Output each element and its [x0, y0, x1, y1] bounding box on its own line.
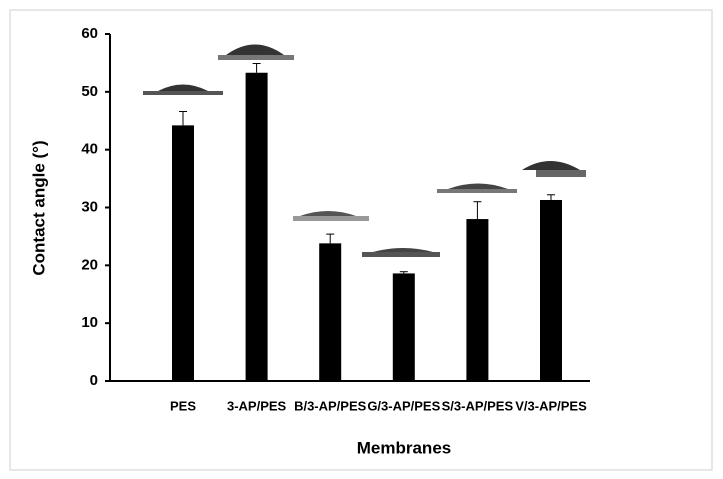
y-tick-label: 60	[81, 25, 98, 42]
y-tick-label: 40	[81, 141, 98, 158]
x-axis-title: Membranes	[357, 438, 451, 457]
bar	[393, 273, 415, 381]
x-tick-label: B/3-AP/PES	[294, 398, 367, 413]
bar	[319, 243, 341, 381]
y-tick-label: 30	[81, 198, 98, 215]
chart: Contact angle (°) Membranes 0 10 20 30 40 50 6…	[0, 0, 723, 479]
droplet	[143, 85, 223, 96]
y-tick-label: 0	[90, 372, 98, 389]
bar	[246, 73, 268, 381]
y-axis-title: Contact angle (°)	[29, 140, 48, 275]
x-tick-label: G/3-AP/PES	[367, 398, 440, 413]
droplets	[143, 45, 586, 258]
x-tick-label: V/3-AP/PES	[515, 398, 587, 413]
x-tick-label: 3-AP/PES	[227, 398, 287, 413]
bar	[172, 125, 194, 381]
droplet	[522, 161, 586, 177]
y-tick-label: 50	[81, 83, 98, 100]
droplet	[437, 184, 517, 194]
droplet	[362, 248, 440, 257]
bar	[540, 200, 562, 381]
x-tick-label: S/3-AP/PES	[442, 398, 514, 413]
bar	[466, 219, 488, 381]
droplet	[218, 45, 294, 61]
y-tick-label: 10	[81, 314, 98, 331]
x-tick-label: PES	[170, 398, 196, 413]
droplet	[293, 211, 369, 221]
y-tick-label: 20	[81, 256, 98, 273]
